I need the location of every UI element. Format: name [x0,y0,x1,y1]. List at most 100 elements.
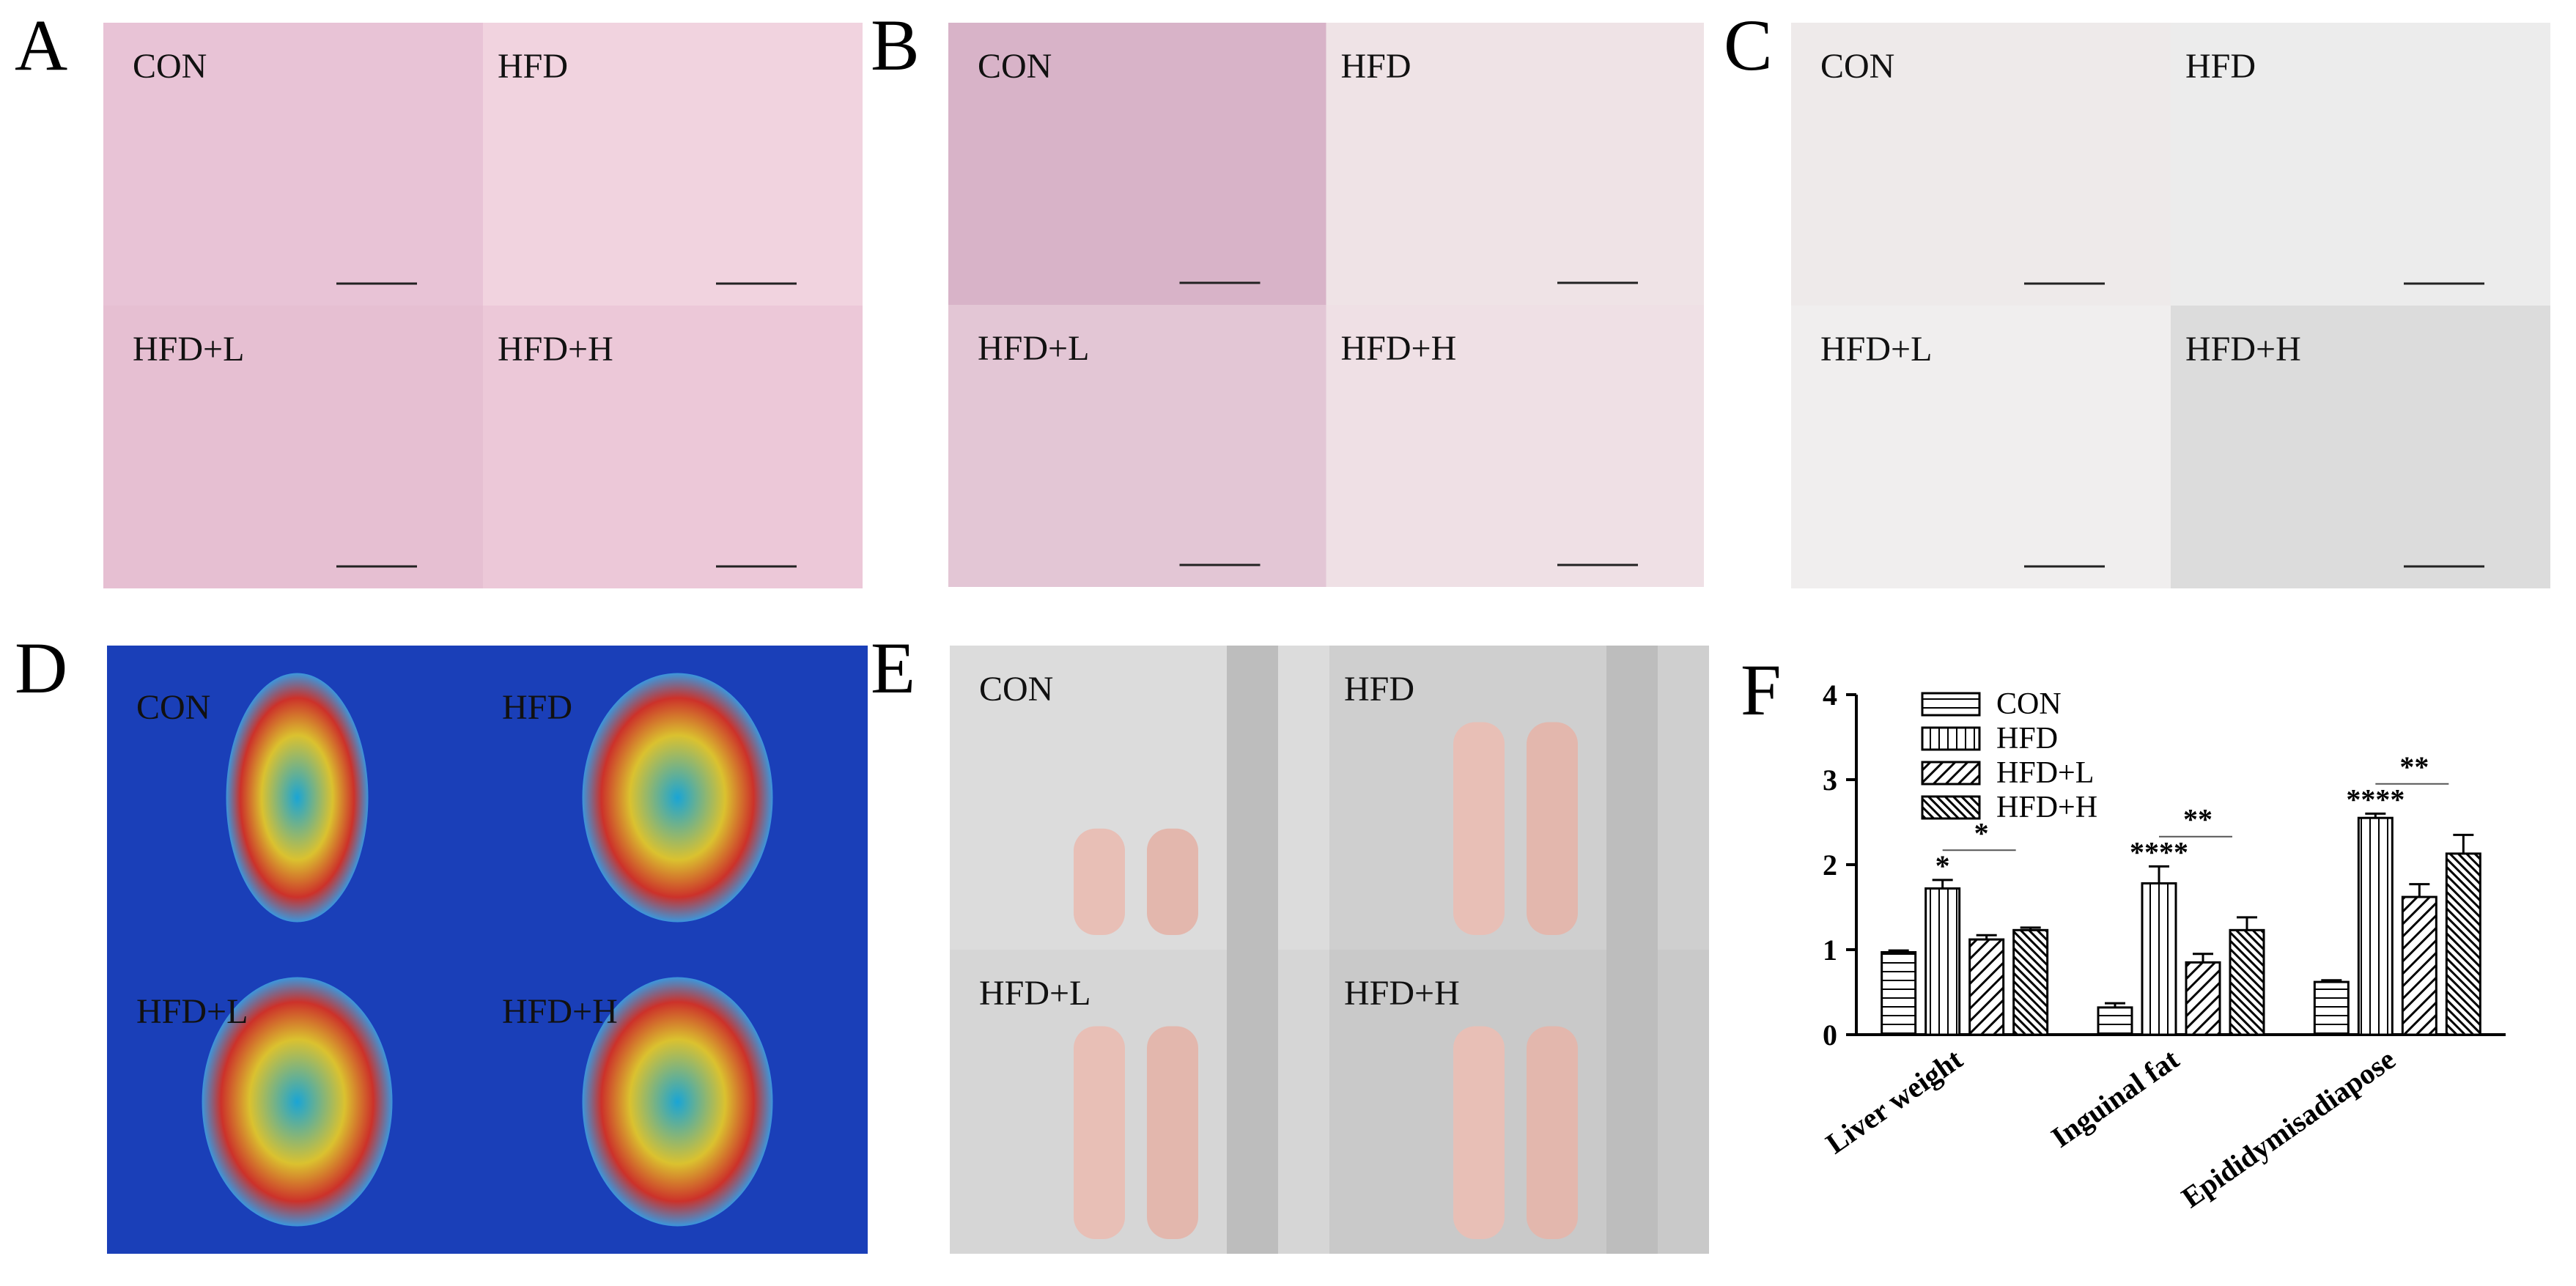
mri-body [226,673,369,923]
error-bar [2237,916,2257,931]
x-tick-label: Liver weight [1820,1042,1968,1160]
group-label: HFD+L [1820,330,1932,369]
legend-label: HFD [1996,722,2058,755]
bar [2141,882,2177,1036]
error-bar [2020,926,2041,931]
bar [2012,928,2049,1036]
y-tick-label: 4 [1823,679,1837,712]
ruler [1606,950,1658,1254]
group-label: HFD+H [502,992,618,1031]
ruler [1227,646,1278,950]
x-tick-label: Epididymisadiapose [2175,1043,2401,1215]
bar [2097,1006,2133,1036]
micrograph [1326,305,1704,587]
legend-swatch [1921,692,1981,717]
tissue [1147,828,1198,935]
tissue [1074,828,1125,935]
y-tick-label: 2 [1823,849,1837,882]
group-label: HFD [498,47,568,86]
group-label: HFD [1344,670,1414,709]
micrograph [483,306,863,588]
micrograph [2171,23,2550,306]
micrograph [948,305,1326,587]
micrograph [1791,23,2171,306]
group-label: HFD [502,688,572,727]
group-label: HFD+L [979,974,1090,1013]
y-tick-label: 0 [1823,1019,1837,1052]
error-bar [2409,883,2430,898]
mri-body [582,977,773,1227]
bar [2229,928,2265,1036]
group-label: CON [1820,47,1894,86]
significance: ** [2183,803,2213,836]
bar [2357,816,2394,1036]
tissue [1074,1026,1125,1239]
significance: * [1974,816,1989,849]
panel-letter: C [1724,4,1773,86]
group-label: HFD+H [1344,974,1460,1013]
micrograph [103,23,483,306]
panel-letter: E [871,627,915,709]
error-bar [1976,934,1997,940]
micrograph [103,306,483,588]
tissue [1147,1026,1198,1239]
micrograph [948,23,1326,305]
error-bar [1932,879,1953,889]
legend-swatch [1921,726,1981,751]
mri-body [202,977,393,1227]
group-label: CON [133,47,207,86]
group-label: HFD [1341,47,1411,86]
mri-body [582,673,773,923]
legend-label: HFD+L [1996,756,2094,790]
group-label: HFD+H [1341,329,1457,368]
ruler [1606,646,1658,950]
bar [2445,852,2481,1036]
bar [1881,950,1917,1036]
significance: ** [2399,750,2429,783]
panel-letter: B [871,4,920,86]
micrograph [483,23,863,306]
legend-label: CON [1996,687,2062,721]
error-bar [2105,1002,2125,1008]
legend-swatch [1921,795,1981,820]
group-label: HFD+L [133,330,244,369]
group-label: HFD+H [2185,330,2301,369]
significance: **** [2346,783,2405,816]
group-label: CON [978,47,1052,86]
panel-letter: D [15,627,67,709]
group-label: HFD [2185,47,2256,86]
group-label: HFD+L [978,329,1089,368]
y-tick-label: 1 [1823,934,1837,967]
legend-swatch [1921,761,1981,786]
error-bar [2149,865,2169,884]
micrograph [1326,23,1704,305]
tissue [1453,1026,1505,1239]
group-label: HFD+L [136,992,248,1031]
bar [2185,961,2221,1036]
ruler [1227,950,1278,1254]
panel-letter: A [15,4,67,86]
error-bar [2321,979,2342,983]
bar [1968,938,2005,1036]
bar [2313,980,2350,1036]
x-tick-label: Inguinal fat [2045,1042,2185,1154]
significance: * [1935,849,1950,882]
bar [1924,887,1961,1036]
group-label: CON [136,688,210,727]
tissue [1453,722,1505,935]
significance: **** [2130,835,2188,868]
tissue [1527,722,1578,935]
micrograph [2171,306,2550,588]
y-tick-label: 3 [1823,764,1837,797]
tissue [1527,1026,1578,1239]
group-label: CON [979,670,1053,709]
error-bar [2193,953,2213,963]
group-label: HFD+H [498,330,613,369]
bar [2401,895,2437,1036]
error-bar [1888,949,1909,953]
error-bar [2453,833,2474,854]
micrograph [1791,306,2171,588]
error-bar [2365,812,2386,818]
panel-letter: F [1741,649,1782,731]
